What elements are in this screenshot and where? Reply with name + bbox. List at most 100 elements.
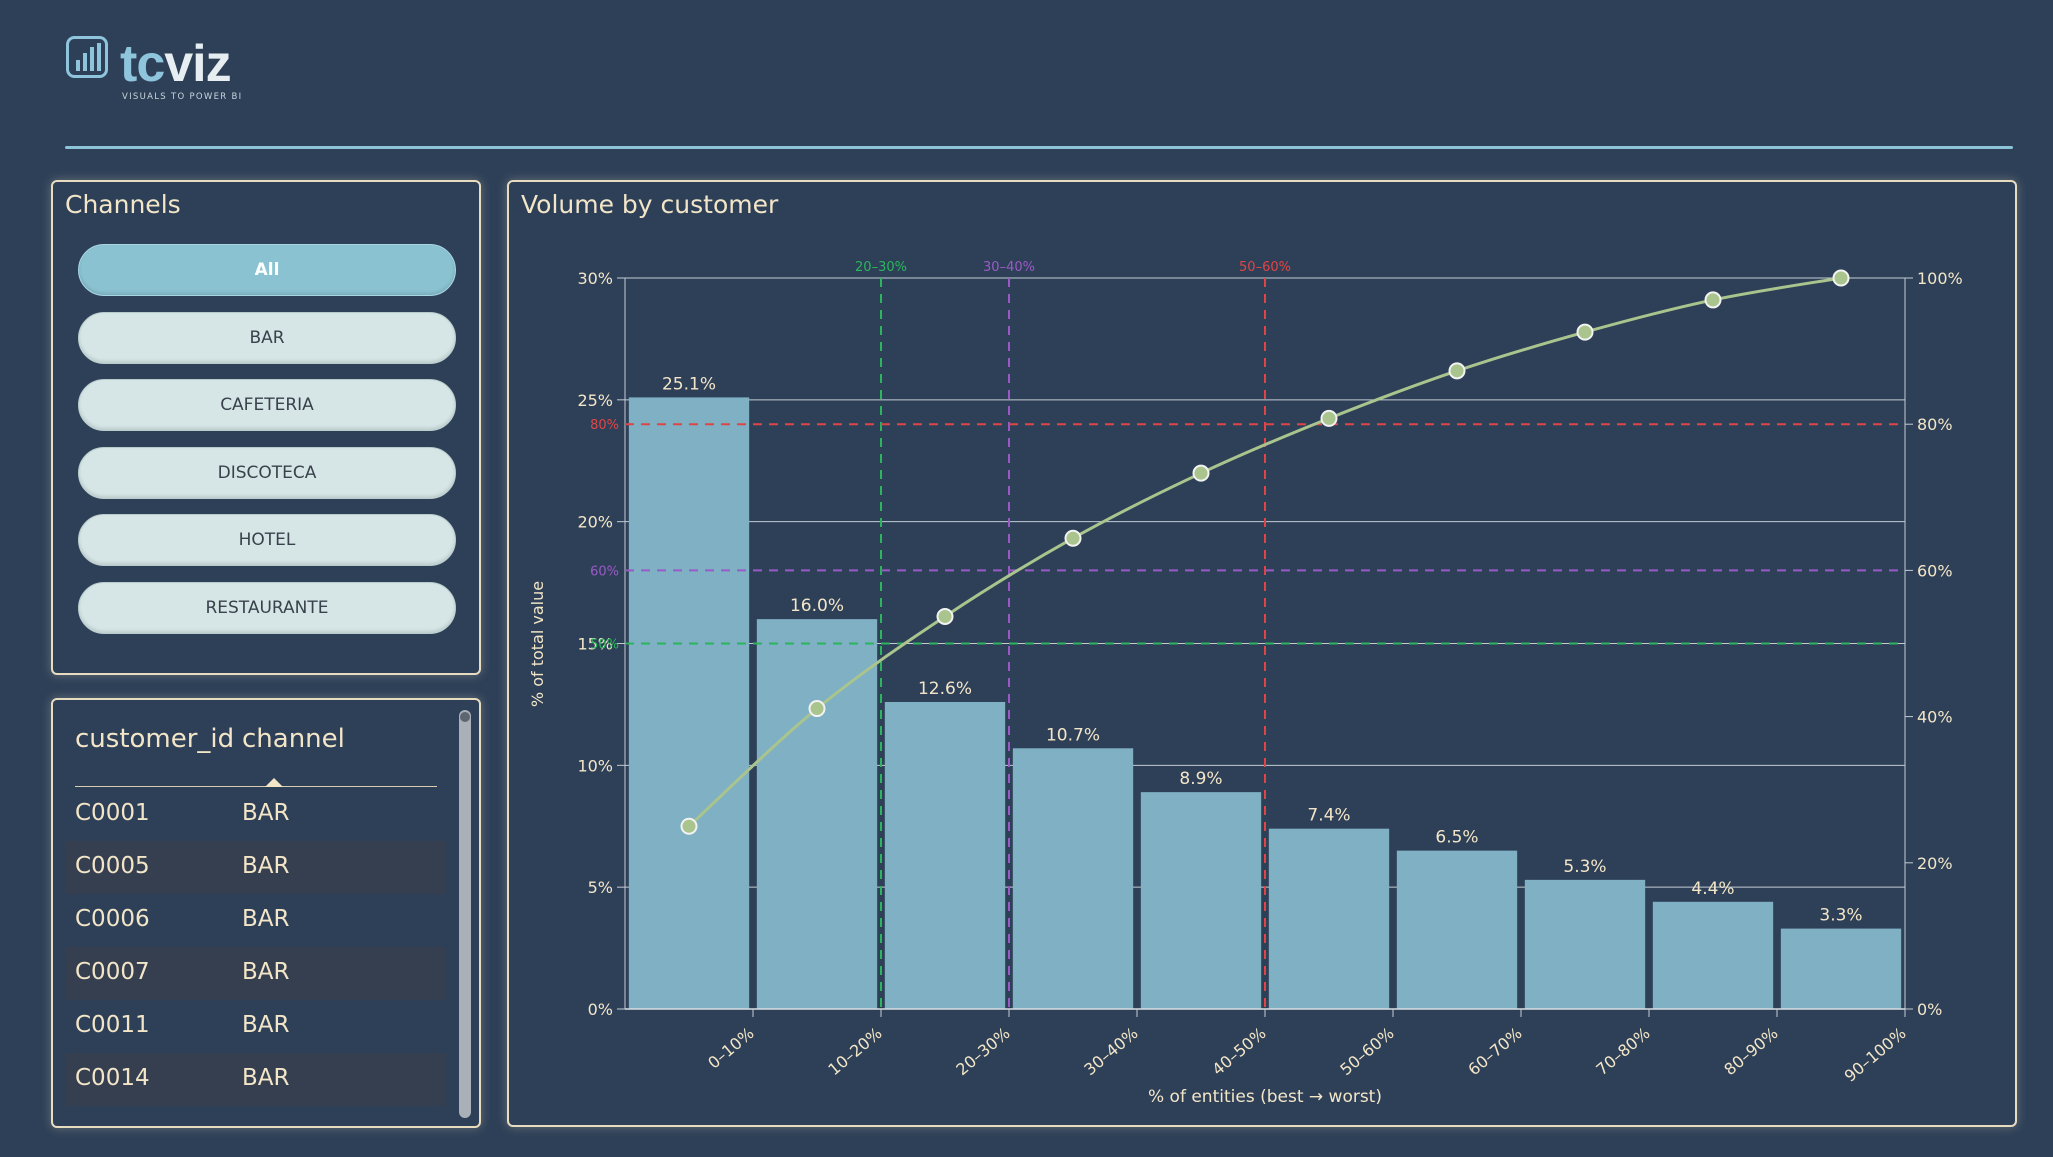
bar <box>756 619 878 1009</box>
data-label: 5.3% <box>1563 857 1606 877</box>
header-divider <box>65 146 2013 149</box>
slicer-option-all[interactable]: All <box>78 244 456 296</box>
cumulative-point <box>1192 464 1210 482</box>
bar-chart-icon <box>66 36 108 78</box>
table-body: C0001 BAR C0005 BAR C0006 BAR C0007 BAR … <box>65 788 445 1106</box>
y2-tick-label: 40% <box>1917 708 1953 727</box>
x-tick-label: 0–10% <box>704 1024 757 1073</box>
x-tick-label: 50–60% <box>1336 1024 1397 1080</box>
data-label: 25.1% <box>662 374 716 394</box>
y-tick-label: 15% <box>577 635 613 654</box>
table-row[interactable]: C0011 BAR <box>65 1000 445 1053</box>
cumulative-point <box>1448 362 1466 380</box>
cumulative-point <box>808 700 826 718</box>
data-label: 10.7% <box>1046 725 1100 745</box>
table-row[interactable]: C0007 BAR <box>65 947 445 1000</box>
brand-name-part1: tc <box>120 35 165 93</box>
bar <box>884 701 1006 1009</box>
column-header-channel[interactable]: channel <box>242 724 345 754</box>
table-row[interactable]: C0014 BAR <box>65 1053 445 1106</box>
y-tick-label: 5% <box>588 878 613 897</box>
table-scrollbar[interactable] <box>459 710 471 1118</box>
pareto-chart: 0% 5% 10% 15% 20% 25% 30% 0% 20% 40% 60% 80% 100% 50%… <box>528 260 1963 1107</box>
cell-channel: BAR <box>242 1012 290 1038</box>
cell-customer-id: C0007 <box>75 959 150 985</box>
y-tick-label: 0% <box>588 1000 613 1019</box>
column-header-customer-id[interactable]: customer_id <box>75 724 235 754</box>
category-marker-label: 30–40% <box>983 260 1035 275</box>
x-tick-label: 60–70% <box>1464 1024 1525 1080</box>
bar <box>1396 850 1518 1009</box>
threshold-label: 80% <box>590 418 619 433</box>
brand-logo: tcviz VISUALS TO POWER BI <box>64 34 264 106</box>
cell-customer-id: C0005 <box>75 853 150 879</box>
y-tick-label: 30% <box>577 269 613 288</box>
cell-channel: BAR <box>242 906 290 932</box>
data-label: 16.0% <box>790 596 844 616</box>
x-tick-label: 20–30% <box>952 1024 1013 1080</box>
y-tick-label: 20% <box>577 513 613 532</box>
bar <box>1780 928 1902 1009</box>
table-row[interactable]: C0001 BAR <box>65 788 445 841</box>
bar <box>1140 792 1262 1009</box>
cumulative-point <box>936 607 954 625</box>
cumulative-line <box>687 276 1842 828</box>
data-label: 6.5% <box>1435 828 1478 848</box>
data-label: 3.3% <box>1819 906 1862 926</box>
bar <box>628 397 750 1009</box>
x-tick-label: 80–90% <box>1720 1024 1781 1080</box>
cell-channel: BAR <box>242 1065 290 1091</box>
slicer-option-discoteca[interactable]: DISCOTECA <box>78 447 456 499</box>
cell-channel: BAR <box>242 800 290 826</box>
cumulative-point <box>1832 269 1850 287</box>
sort-ascending-icon <box>265 778 283 787</box>
cumulative-point <box>1320 409 1338 427</box>
data-label: 7.4% <box>1307 806 1350 826</box>
cumulative-point <box>1576 323 1594 341</box>
cell-channel: BAR <box>242 959 290 985</box>
cumulative-point <box>1064 529 1082 547</box>
data-label: 8.9% <box>1179 769 1222 789</box>
channels-slicer: Channels All BAR CAFETERIA DISCOTECA HOT… <box>51 180 481 675</box>
data-label: 12.6% <box>918 679 972 699</box>
slicer-title: Channels <box>65 190 181 219</box>
threshold-label: 60% <box>590 564 619 579</box>
category-marker-label: 50–60% <box>1239 260 1291 275</box>
y-axis-title: % of total value <box>528 581 547 707</box>
y-tick-label: 10% <box>577 756 613 775</box>
y2-tick-label: 100% <box>1917 269 1963 288</box>
slicer-option-hotel[interactable]: HOTEL <box>78 514 456 566</box>
y2-tick-label: 20% <box>1917 854 1953 873</box>
y2-tick-label: 60% <box>1917 561 1953 580</box>
scrollbar-thumb[interactable] <box>460 712 470 722</box>
category-marker-label: 20–30% <box>855 260 907 275</box>
chart-title: Volume by customer <box>521 190 779 219</box>
cumulative-point <box>680 817 698 835</box>
bar <box>1012 748 1134 1009</box>
cell-customer-id: C0011 <box>75 1012 150 1038</box>
slicer-option-cafeteria[interactable]: CAFETERIA <box>78 379 456 431</box>
bar <box>1268 828 1390 1009</box>
cell-customer-id: C0006 <box>75 906 150 932</box>
x-tick-label: 10–20% <box>824 1024 885 1080</box>
bar <box>1652 901 1774 1009</box>
cell-channel: BAR <box>242 853 290 879</box>
x-axis-title: % of entities (best → worst) <box>1148 1087 1382 1107</box>
slicer-option-restaurante[interactable]: RESTAURANTE <box>78 582 456 634</box>
y2-tick-label: 0% <box>1917 1000 1942 1019</box>
brand-name-part2: viz <box>164 35 231 93</box>
threshold-label: 50% <box>590 638 619 653</box>
data-label: 4.4% <box>1691 879 1734 899</box>
brand-tagline: VISUALS TO POWER BI <box>122 92 243 102</box>
table-row[interactable]: C0006 BAR <box>65 894 445 947</box>
x-tick-label: 90–100% <box>1841 1024 1910 1086</box>
customer-table: customer_id channel C0001 BAR C0005 BAR … <box>51 698 481 1128</box>
table-header: customer_id channel <box>75 718 437 787</box>
slicer-option-bar[interactable]: BAR <box>78 312 456 364</box>
table-row[interactable]: C0005 BAR <box>65 841 445 894</box>
cell-customer-id: C0014 <box>75 1065 150 1091</box>
y2-tick-label: 80% <box>1917 415 1953 434</box>
x-tick-label: 30–40% <box>1080 1024 1141 1080</box>
x-tick-label: 40–50% <box>1208 1024 1269 1080</box>
bar <box>1524 879 1646 1009</box>
